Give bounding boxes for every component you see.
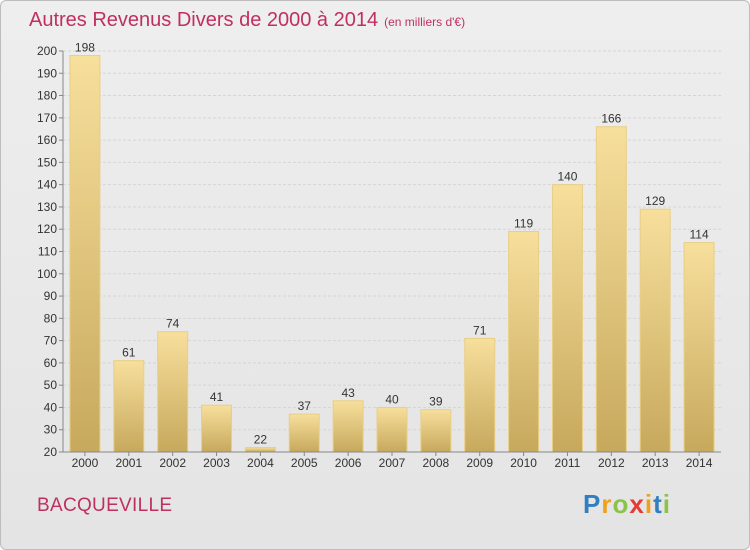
x-tick-label: 2001 — [115, 456, 142, 470]
bar-value-label: 71 — [473, 323, 487, 337]
logo-letter: i — [662, 489, 671, 519]
y-tick-label: 90 — [44, 289, 58, 303]
y-axis: 20 30 40 50 60 70 80 90 100 110 120 130 140 150 160 170… — [37, 44, 64, 459]
logo-letter: x — [629, 489, 645, 519]
y-tick-label: 150 — [37, 155, 57, 169]
bar — [595, 126, 627, 453]
y-tick-label: 20 — [44, 445, 58, 459]
chart-title: Autres Revenus Divers de 2000 à 2014 (en … — [29, 9, 465, 32]
place-name: BACQUEVILLE — [37, 495, 173, 516]
bar-value-label: 39 — [429, 395, 443, 409]
bar-value-label: 119 — [514, 216, 533, 230]
y-tick-label: 190 — [37, 66, 57, 80]
bar-value-labels: 198 61 74 41 22 37 43 40 39 71 119 140 166 129 114 — [75, 40, 709, 446]
x-tick-label: 2003 — [203, 456, 230, 470]
bar — [332, 400, 364, 453]
bar — [551, 184, 583, 453]
bar — [508, 230, 540, 453]
bar-value-label: 166 — [601, 112, 621, 126]
chart-subtitle: (en milliers d'€) — [384, 15, 466, 29]
bar-value-label: 114 — [689, 228, 708, 242]
x-tick-label: 2014 — [686, 456, 713, 470]
x-tick-label: 2012 — [598, 456, 625, 470]
x-tick-label: 2004 — [247, 456, 274, 470]
bar-value-label: 74 — [166, 317, 180, 331]
bar-value-label: 40 — [385, 392, 399, 406]
x-tick-label: 2011 — [555, 456, 581, 470]
x-tick-label: 2002 — [159, 456, 186, 470]
y-tick-label: 80 — [44, 311, 58, 325]
logo-letter: P — [583, 489, 602, 519]
bar-value-label: 129 — [645, 194, 665, 208]
y-tick-label: 170 — [37, 111, 57, 125]
x-tick-label: 2007 — [379, 456, 406, 470]
bar — [464, 337, 496, 453]
bar — [420, 409, 452, 453]
bar — [288, 413, 320, 453]
logo-letter: r — [601, 489, 613, 519]
y-tick-label: 30 — [44, 423, 58, 437]
x-axis: 2000 2001 2002 2003 2004 2005 2006 2007 2008 2009… — [63, 451, 721, 470]
x-tick-label: 2000 — [72, 456, 99, 470]
bar-value-label: 140 — [557, 170, 577, 184]
x-tick-label: 2008 — [423, 456, 450, 470]
logo-letter: t — [653, 489, 663, 519]
x-tick-label: 2010 — [510, 456, 537, 470]
y-tick-label: 60 — [44, 356, 58, 370]
y-tick-label: 160 — [37, 133, 57, 147]
y-tick-label: 70 — [44, 334, 58, 348]
bar — [683, 242, 715, 453]
bar — [157, 331, 189, 453]
y-tick-label: 180 — [37, 89, 57, 103]
bar-value-label: 41 — [210, 390, 224, 404]
bar — [69, 54, 101, 453]
bar — [639, 208, 671, 453]
bars — [69, 54, 715, 453]
bar — [244, 447, 276, 453]
y-tick-label: 100 — [37, 267, 57, 281]
bar-value-label: 61 — [122, 346, 136, 360]
bar-value-label: 198 — [75, 40, 95, 54]
x-tick-label: 2006 — [335, 456, 362, 470]
y-tick-label: 120 — [37, 222, 57, 236]
y-tick-label: 40 — [44, 400, 58, 414]
y-tick-label: 110 — [38, 245, 57, 259]
y-tick-label: 50 — [44, 378, 58, 392]
logo-letter: i — [644, 489, 654, 519]
proxiti-logo: Proxiti — [583, 489, 671, 520]
x-tick-label: 2009 — [466, 456, 493, 470]
x-tick-label: 2005 — [291, 456, 318, 470]
bar — [376, 406, 408, 453]
bar — [201, 404, 233, 453]
logo-letter: o — [612, 489, 630, 519]
bar-value-label: 37 — [298, 399, 312, 413]
y-tick-label: 130 — [37, 200, 57, 214]
x-tick-label: 2013 — [642, 456, 669, 470]
bar-value-label: 43 — [341, 386, 355, 400]
bar-value-label: 22 — [254, 433, 268, 447]
y-tick-label: 200 — [37, 44, 57, 58]
bar — [113, 360, 145, 453]
y-tick-label: 140 — [37, 178, 57, 192]
chart-title-text: Autres Revenus Divers de 2000 à 2014 — [29, 9, 379, 31]
